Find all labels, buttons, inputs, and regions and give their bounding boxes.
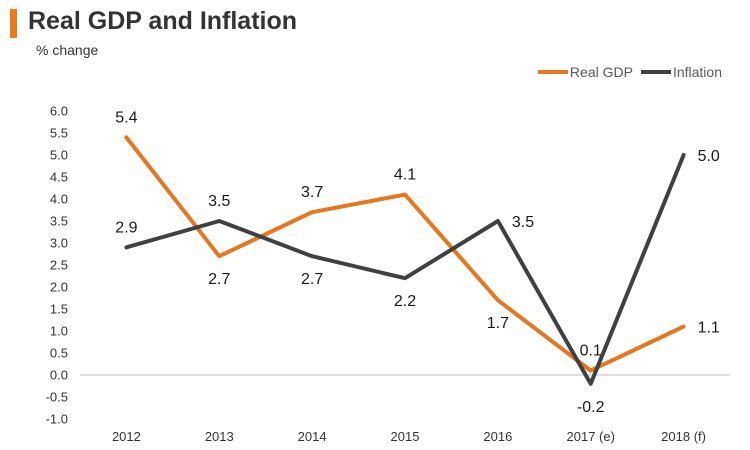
- y-tick-label: 4.0: [50, 192, 68, 207]
- x-tick-label: 2015: [391, 429, 420, 444]
- data-label-real-gdp: 1.1: [698, 320, 720, 337]
- y-tick-label: 3.5: [50, 214, 68, 229]
- y-tick-label: 5.0: [50, 148, 68, 163]
- y-tick-label: 2.5: [50, 258, 68, 273]
- legend-item-inflation: Inflation: [640, 64, 722, 80]
- x-tick-label: 2017 (e): [567, 429, 615, 444]
- data-label-real-gdp: 1.7: [487, 315, 509, 332]
- chart-title: Real GDP and Inflation: [28, 7, 298, 35]
- y-tick-label: 0.0: [50, 368, 68, 383]
- data-label-inflation: 5.0: [698, 148, 720, 165]
- data-label-inflation: 3.5: [512, 214, 534, 231]
- x-tick-label: 2013: [205, 429, 234, 444]
- data-label-inflation: 2.7: [301, 271, 323, 288]
- y-tick-label: 6.0: [50, 104, 68, 119]
- legend-swatch-real-gdp: [537, 70, 568, 74]
- data-label-inflation: -0.2: [577, 399, 605, 416]
- data-label-real-gdp: 3.7: [301, 184, 323, 201]
- y-tick-label: -1.0: [46, 412, 68, 427]
- x-tick-label: 2016: [483, 429, 512, 444]
- legend-item-real-gdp: Real GDP: [537, 64, 633, 80]
- title-accent-bar: [10, 9, 17, 38]
- x-tick-label: 2014: [298, 429, 327, 444]
- data-label-real-gdp: 4.1: [394, 167, 416, 184]
- y-tick-label: 2.0: [50, 280, 68, 295]
- y-tick-label: 3.0: [50, 236, 68, 251]
- legend-label-real-gdp: Real GDP: [569, 64, 633, 80]
- data-label-inflation: 2.2: [394, 293, 416, 310]
- legend-label-inflation: Inflation: [672, 64, 722, 80]
- y-tick-label: -0.5: [46, 390, 68, 405]
- legend-swatch-inflation: [640, 70, 671, 74]
- y-tick-label: 1.5: [50, 302, 68, 317]
- y-tick-label: 4.5: [50, 170, 68, 185]
- data-label-real-gdp: 2.7: [208, 271, 230, 288]
- x-tick-label: 2018 (f): [661, 429, 706, 444]
- series-line-real-gdp: [124, 135, 686, 373]
- legend: Real GDP Inflation: [530, 64, 722, 80]
- data-label-real-gdp: 5.4: [115, 109, 137, 126]
- y-tick-label: 5.5: [50, 126, 68, 141]
- y-tick-label: 1.0: [50, 324, 68, 339]
- data-label-inflation: 2.9: [115, 219, 137, 236]
- data-label-inflation: 3.5: [208, 193, 230, 210]
- series-line-inflation: [124, 153, 686, 386]
- y-tick-label: 0.5: [50, 346, 68, 361]
- x-tick-label: 2012: [112, 429, 141, 444]
- data-label-real-gdp: 0.1: [580, 343, 602, 360]
- chart-subtitle: % change: [36, 42, 99, 58]
